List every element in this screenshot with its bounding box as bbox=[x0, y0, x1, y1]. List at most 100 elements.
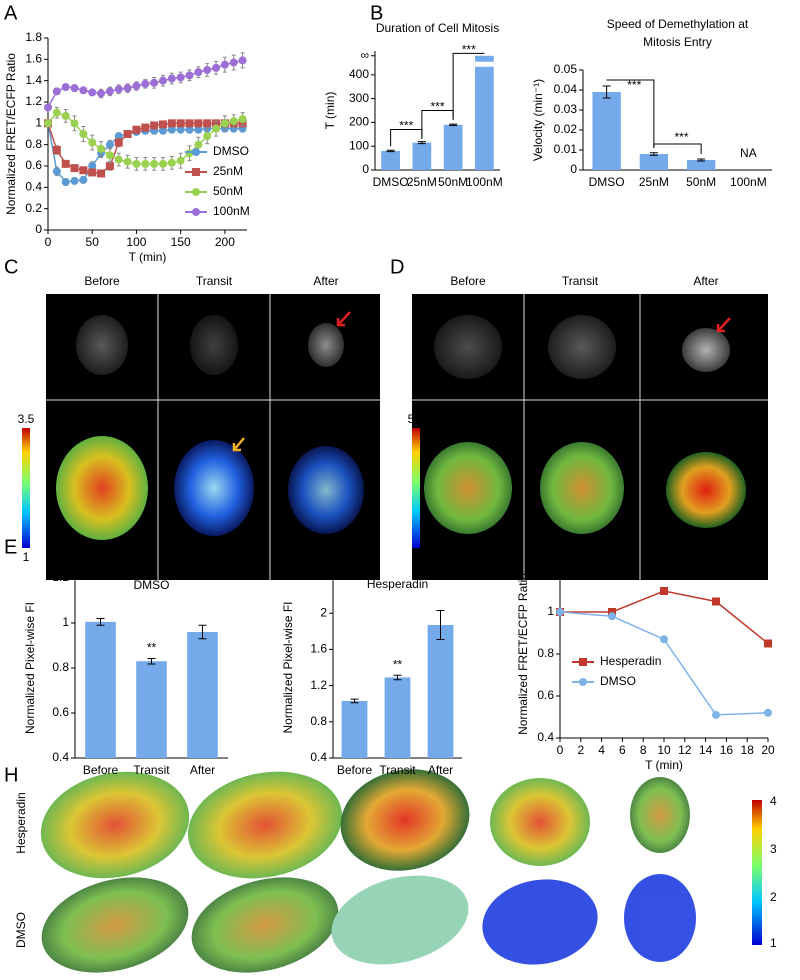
point bbox=[88, 168, 97, 177]
column-label: After bbox=[693, 274, 718, 288]
x-tick-label: 100 bbox=[126, 235, 146, 249]
bar bbox=[187, 632, 218, 758]
point bbox=[167, 125, 176, 134]
colorbar bbox=[412, 428, 420, 548]
y-tick-label: 0 bbox=[35, 222, 42, 236]
colorbar-label: 4 bbox=[770, 794, 777, 808]
point bbox=[123, 130, 132, 138]
error-bar bbox=[697, 158, 706, 162]
panel-letter: A bbox=[4, 2, 18, 24]
point bbox=[660, 635, 668, 644]
point bbox=[79, 130, 88, 138]
error-bar bbox=[417, 141, 426, 145]
point bbox=[203, 132, 212, 141]
x-tick-label: 50 bbox=[86, 235, 100, 249]
y-tick-label: 0.8 bbox=[310, 714, 327, 728]
point bbox=[52, 167, 61, 176]
x-tick-label: 18 bbox=[741, 743, 755, 757]
column-label: Before bbox=[450, 274, 486, 288]
point bbox=[132, 159, 141, 168]
error-bar bbox=[602, 85, 611, 99]
render-3d bbox=[630, 777, 690, 853]
bar bbox=[384, 677, 411, 758]
bar bbox=[381, 150, 400, 170]
point bbox=[114, 155, 123, 164]
column-label: After bbox=[313, 274, 338, 288]
point bbox=[194, 140, 203, 149]
y-tick-label: 0.4 bbox=[537, 730, 554, 744]
nucleus-ratio bbox=[424, 442, 512, 534]
x-tick-label: 10 bbox=[657, 743, 671, 757]
y-tick-label: 0.4 bbox=[52, 750, 69, 764]
point bbox=[167, 119, 176, 128]
colorbar bbox=[22, 428, 30, 548]
x-tick-label: 12 bbox=[678, 743, 692, 757]
error-bar bbox=[96, 618, 105, 626]
point bbox=[158, 120, 167, 129]
colorbar-label: 2 bbox=[770, 890, 777, 904]
point bbox=[712, 597, 720, 606]
nucleus-ratio bbox=[666, 452, 746, 528]
point bbox=[132, 82, 141, 90]
chart-title: Hesperadin bbox=[367, 577, 428, 591]
x-tick-label: 16 bbox=[720, 743, 734, 757]
point bbox=[141, 159, 150, 168]
arrow bbox=[336, 311, 351, 327]
y-axis-label: Normalized FRET/ECFP Ratio bbox=[516, 573, 530, 735]
y-tick-label: 1.6 bbox=[25, 52, 42, 66]
x-tick-label: 0 bbox=[557, 743, 564, 757]
panel-letter: E bbox=[4, 536, 17, 558]
legend-marker bbox=[192, 148, 200, 156]
column-label: Transit bbox=[562, 274, 599, 288]
x-tick-label: 4 bbox=[598, 743, 605, 757]
point bbox=[176, 73, 185, 82]
point bbox=[212, 124, 221, 133]
point bbox=[238, 56, 247, 65]
x-tick-label: 200 bbox=[215, 235, 235, 249]
annotation: NA bbox=[740, 146, 757, 160]
colorbar-label: 5.5 bbox=[408, 412, 425, 426]
point bbox=[61, 178, 70, 186]
point bbox=[79, 166, 88, 175]
colorbar bbox=[752, 800, 762, 945]
legend-marker bbox=[579, 658, 587, 666]
bracket bbox=[653, 143, 702, 154]
point bbox=[123, 157, 132, 166]
point bbox=[52, 146, 61, 154]
point bbox=[132, 125, 141, 134]
point bbox=[229, 58, 238, 67]
legend-marker bbox=[192, 208, 200, 216]
series-line bbox=[559, 611, 769, 716]
y-tick-label: 0.01 bbox=[554, 142, 578, 156]
legend-marker bbox=[192, 188, 200, 196]
x-tick-label: Before bbox=[83, 763, 119, 777]
point bbox=[150, 159, 159, 168]
point bbox=[167, 158, 176, 167]
x-tick-label: After bbox=[428, 763, 453, 777]
column-label: Before bbox=[84, 274, 120, 288]
point bbox=[158, 126, 167, 135]
point bbox=[660, 587, 668, 595]
bar bbox=[639, 154, 669, 170]
bar bbox=[412, 142, 432, 170]
x-tick-label: 6 bbox=[619, 743, 626, 757]
render-3d bbox=[490, 778, 590, 866]
error-bar bbox=[393, 674, 402, 681]
nucleus bbox=[308, 323, 344, 367]
point bbox=[194, 125, 203, 134]
nucleus bbox=[190, 315, 238, 375]
y-tick-label: 1.4 bbox=[25, 73, 42, 87]
chart-title: DMSO bbox=[134, 578, 170, 592]
y-tick-label: 2 bbox=[320, 605, 327, 619]
renderings bbox=[40, 769, 696, 973]
x-tick-label: 0 bbox=[45, 235, 52, 249]
point bbox=[44, 103, 52, 112]
colorbar-label: 3 bbox=[413, 550, 420, 564]
static-layer: A B C D E F G H Before Transit After 3.5… bbox=[4, 2, 777, 973]
point bbox=[61, 83, 70, 92]
point bbox=[194, 119, 203, 128]
panel-letter: B bbox=[370, 2, 383, 24]
y-tick-label: 0 bbox=[570, 162, 577, 176]
panel-letter: H bbox=[4, 764, 18, 786]
y-tick-label: 0.8 bbox=[25, 137, 42, 151]
